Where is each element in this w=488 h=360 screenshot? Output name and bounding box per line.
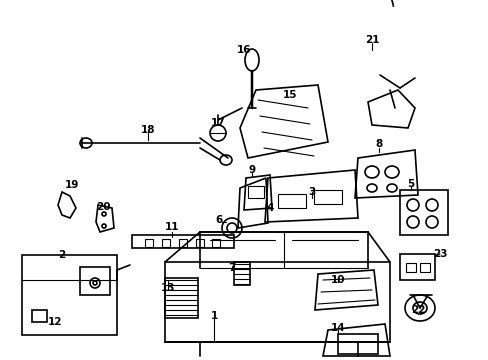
Bar bbox=[196, 239, 203, 247]
Text: 17: 17 bbox=[210, 118, 225, 128]
Text: 19: 19 bbox=[65, 180, 79, 190]
Bar bbox=[22, 255, 117, 335]
Text: 3: 3 bbox=[308, 187, 315, 197]
Text: 11: 11 bbox=[164, 222, 179, 232]
Text: 6: 6 bbox=[215, 215, 222, 225]
Bar bbox=[80, 267, 110, 295]
Bar bbox=[132, 235, 234, 248]
Text: 5: 5 bbox=[407, 179, 414, 189]
Bar bbox=[145, 239, 153, 247]
Text: 8: 8 bbox=[375, 139, 382, 149]
Bar bbox=[313, 190, 341, 204]
Bar bbox=[32, 310, 47, 322]
Text: 16: 16 bbox=[236, 45, 251, 55]
Text: 2: 2 bbox=[58, 250, 65, 260]
Bar bbox=[179, 239, 186, 247]
Bar bbox=[247, 186, 264, 198]
Text: 12: 12 bbox=[48, 317, 62, 327]
Text: 15: 15 bbox=[282, 90, 297, 100]
Bar bbox=[212, 239, 220, 247]
Text: 23: 23 bbox=[432, 249, 447, 259]
Bar bbox=[419, 263, 429, 272]
Text: 10: 10 bbox=[330, 275, 345, 285]
Text: 20: 20 bbox=[96, 202, 110, 212]
Bar bbox=[278, 194, 305, 208]
Text: 9: 9 bbox=[248, 165, 255, 175]
Text: 14: 14 bbox=[330, 323, 345, 333]
Bar bbox=[162, 239, 170, 247]
Text: 1: 1 bbox=[210, 311, 217, 321]
Bar bbox=[405, 263, 415, 272]
Bar bbox=[337, 334, 377, 354]
Text: 7: 7 bbox=[228, 263, 235, 273]
Text: 18: 18 bbox=[141, 125, 155, 135]
Text: 21: 21 bbox=[364, 35, 379, 45]
Text: 4: 4 bbox=[266, 203, 273, 213]
Text: 22: 22 bbox=[410, 305, 425, 315]
Text: 13: 13 bbox=[161, 283, 175, 293]
